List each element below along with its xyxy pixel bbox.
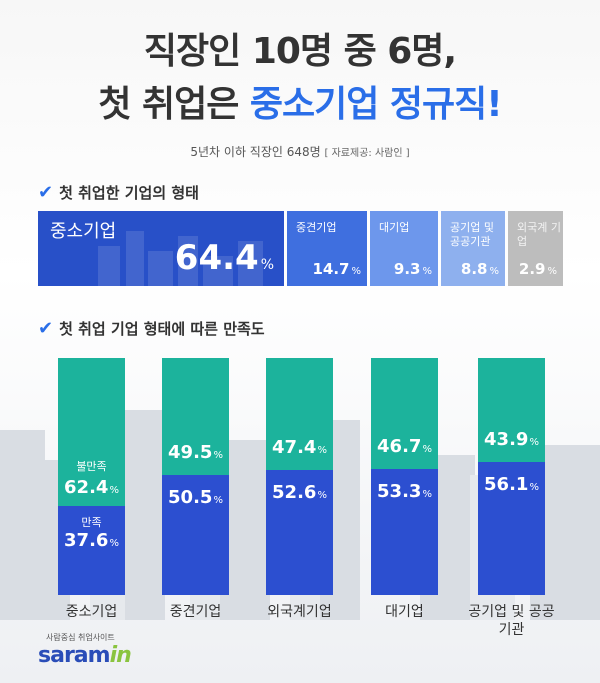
satisfaction-bar-foreign: 47.4% 52.6%: [266, 358, 333, 595]
dissatisfied-segment: 43.9%: [478, 358, 545, 463]
section-header-company-type: ✔ 첫 취업한 기업의 형태: [38, 182, 199, 203]
value-unit: %: [422, 443, 432, 455]
value-number: 56.1: [484, 474, 529, 496]
value-number: 47.4: [272, 437, 317, 459]
segment-value: 14.7%: [312, 260, 361, 278]
satisfaction-bar-midsize: 49.5% 50.5%: [162, 358, 229, 595]
value-unit: %: [213, 450, 223, 462]
segment-large: 대기업 9.3%: [370, 211, 438, 286]
value-number: 8.8: [460, 260, 488, 278]
dissatisfied-segment: 47.4%: [266, 358, 333, 471]
checkmark-icon: ✔: [38, 318, 54, 339]
segment-value: 8.8%: [461, 260, 499, 278]
segment-label: 외국계 기업: [517, 221, 561, 248]
series-label-satisfied: 만족: [81, 515, 102, 529]
value-number: 50.5: [168, 487, 213, 509]
subtitle: 5년차 이하 직장인 648명 [ 자료제공: 사람인 ]: [0, 143, 600, 160]
logo-wordmark-in: in: [109, 643, 132, 668]
category-label-midsize: 중견기업: [169, 604, 222, 620]
page-title-line2: 첫 취업은 중소기업 정규직!: [0, 75, 600, 127]
segment-label: 대기업: [379, 221, 410, 234]
title-prefix: 첫 취업은: [98, 84, 250, 125]
value-number: 14.7: [312, 260, 350, 278]
dissatisfied-segment: 46.7%: [371, 358, 438, 469]
segment-value: 2.9%: [519, 260, 557, 278]
value-unit: %: [547, 266, 557, 277]
category-label-public: 공기업 및 공공기관: [468, 604, 555, 638]
satisfied-segment: 50.5%: [162, 475, 229, 595]
bar-value: 52.6%: [266, 482, 333, 503]
segment-value: 64.4%: [175, 238, 274, 278]
value-unit: %: [422, 266, 432, 277]
satisfied-segment: 53.3%: [371, 468, 438, 595]
satisfied-segment: 52.6%: [266, 470, 333, 595]
bar-value: 46.7%: [371, 436, 438, 457]
category-label-foreign: 외국계기업: [267, 604, 332, 620]
subtitle-text: 5년차 이하 직장인 648명: [190, 145, 321, 159]
value-unit: %: [529, 437, 539, 449]
logo-tagline: 사람중심 취업사이트: [46, 633, 115, 642]
bar-value: 37.6%: [58, 530, 125, 551]
satisfaction-bar-sme: 불만족 62.4% 만족 37.6%: [58, 358, 125, 595]
bar-value: 62.4%: [58, 477, 125, 498]
value-number: 64.4: [174, 238, 259, 278]
value-unit: %: [317, 445, 327, 457]
segment-sme: 중소기업 64.4%: [38, 211, 284, 286]
bar-value: 50.5%: [162, 487, 229, 508]
value-number: 49.5: [168, 442, 213, 464]
satisfaction-bar-large: 46.7% 53.3%: [371, 358, 438, 595]
segment-public: 공기업 및 공공기관 8.8%: [441, 211, 505, 286]
logo-wordmark: saramin: [38, 643, 132, 668]
dissatisfied-segment: 불만족 62.4%: [58, 358, 125, 506]
page-title-line1: 직장인 10명 중 6명,: [143, 31, 457, 72]
value-unit: %: [213, 495, 223, 507]
bar-value: 49.5%: [162, 442, 229, 463]
logo-wordmark-saram: saram: [38, 643, 111, 668]
value-unit: %: [529, 482, 539, 494]
segment-label: 중견기업: [296, 221, 337, 234]
series-label-dissatisfied: 불만족: [76, 459, 107, 473]
bar-value: 47.4%: [266, 437, 333, 458]
company-type-stacked-bar: 중소기업 64.4% 중견기업 14.7% 대기업 9.3% 공기업 및 공공기…: [38, 211, 563, 286]
saramin-logo: 사람중심 취업사이트 saramin: [38, 632, 132, 668]
value-number: 52.6: [272, 482, 317, 504]
section-title: 첫 취업 기업 형태에 따른 만족도: [59, 320, 265, 338]
value-number: 9.3: [393, 260, 421, 278]
section-title: 첫 취업한 기업의 형태: [59, 184, 199, 202]
satisfied-segment: 56.1%: [478, 462, 545, 595]
value-number: 62.4: [64, 476, 109, 498]
bar-value: 53.3%: [371, 481, 438, 502]
segment-foreign: 외국계 기업 2.9%: [508, 211, 563, 286]
value-unit: %: [489, 266, 499, 277]
dissatisfied-segment: 49.5%: [162, 358, 229, 476]
value-unit: %: [109, 537, 119, 549]
bar-value: 56.1%: [478, 474, 545, 495]
satisfaction-bar-public: 43.9% 56.1%: [478, 358, 545, 595]
value-number: 46.7: [377, 435, 422, 457]
title-highlight: 중소기업 정규직!: [249, 84, 503, 125]
segment-label: 공기업 및 공공기관: [450, 221, 494, 248]
building-pattern-icon: [98, 231, 263, 286]
category-label-large: 대기업: [385, 604, 424, 620]
checkmark-icon: ✔: [38, 182, 54, 203]
value-unit: %: [422, 488, 432, 500]
segment-label: 중소기업: [50, 221, 117, 242]
value-number: 2.9: [518, 260, 546, 278]
value-number: 43.9: [484, 429, 529, 451]
section-header-satisfaction: ✔ 첫 취업 기업 형태에 따른 만족도: [38, 318, 265, 339]
value-number: 53.3: [377, 480, 422, 502]
value-unit: %: [260, 257, 274, 273]
value-unit: %: [109, 484, 119, 496]
source-note: [ 자료제공: 사람인 ]: [324, 148, 410, 159]
segment-midsize: 중견기업 14.7%: [287, 211, 367, 286]
value-unit: %: [351, 266, 361, 277]
bar-value: 43.9%: [478, 429, 545, 450]
segment-value: 9.3%: [394, 260, 432, 278]
category-label-sme: 중소기업: [65, 604, 118, 620]
value-unit: %: [317, 490, 327, 502]
satisfied-segment: 만족 37.6%: [58, 505, 125, 595]
value-number: 37.6: [64, 529, 109, 551]
